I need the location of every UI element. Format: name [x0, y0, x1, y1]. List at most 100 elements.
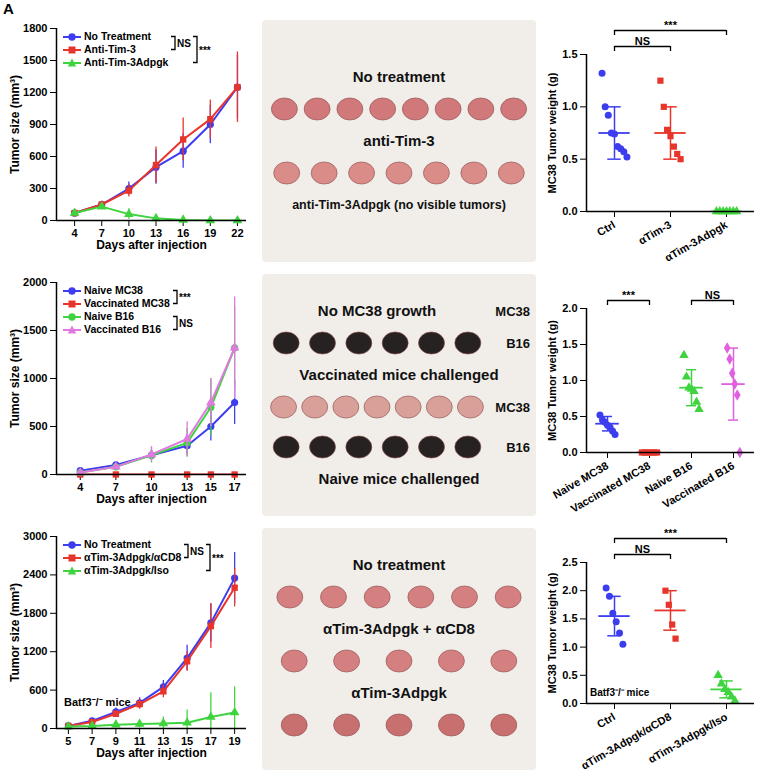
svg-text:15: 15: [181, 735, 194, 748]
svg-text:2.0: 2.0: [562, 302, 577, 314]
svg-text:5: 5: [65, 735, 71, 747]
svg-text:αTim-3Adpgk/Iso: αTim-3Adpgk/Iso: [646, 710, 729, 765]
svg-text:600: 600: [29, 684, 47, 696]
svg-text:13: 13: [181, 481, 194, 494]
svg-text:No MC38 growth: No MC38 growth: [318, 302, 436, 319]
svg-text:1200: 1200: [23, 645, 47, 657]
svg-text:1.0: 1.0: [562, 374, 577, 386]
html-text:Anti-Tim-3Adpgk: Anti-Tim-3Adpgk: [84, 56, 169, 68]
svg-text:MC38 Tumor weight (g): MC38 Tumor weight (g): [546, 72, 558, 193]
svg-text:4: 4: [77, 481, 84, 493]
svg-text:0.5: 0.5: [562, 669, 577, 681]
svg-text:***: ***: [212, 553, 224, 564]
svg-text:***: ***: [664, 527, 678, 539]
html-text:Anti-Tim-3: Anti-Tim-3: [84, 43, 136, 55]
svg-text:MC38 Tumor weight (g): MC38 Tumor weight (g): [546, 320, 558, 441]
svg-text:19: 19: [229, 735, 241, 747]
svg-text:MC38: MC38: [495, 304, 530, 319]
svg-text:MC38 Tumor weight (g): MC38 Tumor weight (g): [546, 572, 558, 693]
svg-text:300: 300: [29, 182, 47, 194]
svg-text:Days after injection: Days after injection: [96, 492, 207, 506]
svg-text:1.0: 1.0: [562, 100, 577, 112]
svg-text:anti-Tim-3: anti-Tim-3: [363, 132, 434, 149]
svg-text:1800: 1800: [23, 607, 47, 619]
svg-text:αTim-3Adpgk: αTim-3Adpgk: [663, 218, 730, 264]
html-text:Naive MC38: Naive MC38: [84, 284, 143, 296]
html-text:No Treatment: No Treatment: [84, 30, 152, 42]
svg-text:1500: 1500: [23, 54, 47, 66]
svg-text:2400: 2400: [23, 568, 47, 580]
svg-text:Vaccinated B16: Vaccinated B16: [660, 459, 736, 510]
svg-text:0.0: 0.0: [562, 205, 577, 217]
svg-text:Ctrl: Ctrl: [595, 218, 617, 238]
svg-text:17: 17: [204, 735, 217, 748]
svg-text:NS: NS: [705, 289, 720, 301]
svg-text:1.5: 1.5: [562, 48, 577, 60]
svg-text:0.5: 0.5: [562, 410, 577, 422]
svg-text:0: 0: [41, 722, 47, 734]
svg-text:19: 19: [204, 227, 217, 240]
svg-text:No treatment: No treatment: [353, 68, 446, 85]
svg-text:1200: 1200: [23, 86, 47, 98]
svg-text:11: 11: [133, 735, 146, 748]
svg-text:***: ***: [664, 19, 678, 31]
svg-text:1000: 1000: [23, 372, 47, 384]
svg-text:MC38: MC38: [495, 400, 530, 415]
svg-text:Naive B16: Naive B16: [642, 459, 695, 496]
svg-text:13: 13: [149, 227, 163, 240]
svg-text:4: 4: [72, 227, 79, 239]
svg-text:0.0: 0.0: [562, 446, 577, 458]
svg-text:10: 10: [145, 481, 158, 494]
svg-text:13: 13: [157, 735, 170, 748]
svg-text:Naive MC38: Naive MC38: [550, 459, 611, 501]
svg-text:Naive mice challenged: Naive mice challenged: [319, 470, 480, 487]
svg-text:2.5: 2.5: [562, 556, 577, 568]
svg-text:Vaccinated mice challenged: Vaccinated mice challenged: [299, 366, 498, 383]
svg-text:No treatment: No treatment: [353, 556, 446, 573]
svg-text:17: 17: [229, 481, 241, 493]
svg-text:22: 22: [231, 227, 243, 239]
svg-text:αTim-3Adpgk/αCD8: αTim-3Adpgk/αCD8: [579, 710, 673, 771]
svg-text:αTim-3Adpgk: αTim-3Adpgk: [351, 684, 447, 701]
svg-text:***: ***: [179, 292, 191, 303]
svg-text:αTim-3Adpgk + αCD8: αTim-3Adpgk + αCD8: [323, 620, 475, 637]
svg-text:NS: NS: [179, 318, 193, 329]
svg-text:900: 900: [29, 118, 47, 130]
svg-text:Tumor size (mm³): Tumor size (mm³): [8, 75, 22, 174]
svg-text:0.5: 0.5: [562, 153, 577, 165]
svg-text:10: 10: [122, 227, 135, 240]
svg-text:2000: 2000: [23, 276, 47, 288]
svg-text:NS: NS: [635, 35, 650, 47]
svg-text:500: 500: [29, 420, 47, 432]
svg-text:B16: B16: [506, 336, 530, 351]
svg-text:16: 16: [177, 227, 190, 240]
svg-text:B16: B16: [506, 440, 530, 455]
svg-text:1.5: 1.5: [562, 338, 577, 350]
svg-text:1800: 1800: [23, 22, 47, 34]
svg-text:Tumor size (mm³): Tumor size (mm³): [8, 583, 22, 682]
svg-text:3000: 3000: [23, 530, 47, 542]
svg-text:NS: NS: [190, 546, 204, 557]
svg-text:NS: NS: [635, 543, 650, 555]
svg-text:0: 0: [41, 468, 47, 480]
svg-text:Days after injection: Days after injection: [96, 238, 207, 252]
svg-text:2.0: 2.0: [562, 584, 577, 596]
svg-text:600: 600: [29, 150, 47, 162]
svg-text:Tumor size (mm³): Tumor size (mm³): [8, 329, 22, 428]
svg-text:1.0: 1.0: [562, 641, 577, 653]
svg-text:***: ***: [622, 289, 636, 301]
svg-text:NS: NS: [177, 38, 191, 49]
html-text:Vaccinated MC38: Vaccinated MC38: [84, 297, 170, 309]
svg-text:anti-Tim-3Adpgk (no visible tu: anti-Tim-3Adpgk (no visible tumors): [292, 198, 506, 212]
svg-text:Vaccinated MC38: Vaccinated MC38: [568, 459, 652, 514]
svg-text:15: 15: [204, 481, 217, 494]
svg-text:Ctrl: Ctrl: [595, 710, 617, 730]
svg-text:Days after injection: Days after injection: [96, 746, 207, 760]
svg-text:0.0: 0.0: [562, 697, 577, 709]
svg-text:1500: 1500: [23, 324, 47, 336]
svg-text:αTim-3: αTim-3: [636, 218, 673, 246]
svg-text:7: 7: [89, 735, 95, 747]
svg-text:1.5: 1.5: [562, 612, 577, 624]
svg-text:***: ***: [199, 45, 211, 56]
svg-text:0: 0: [41, 214, 47, 226]
